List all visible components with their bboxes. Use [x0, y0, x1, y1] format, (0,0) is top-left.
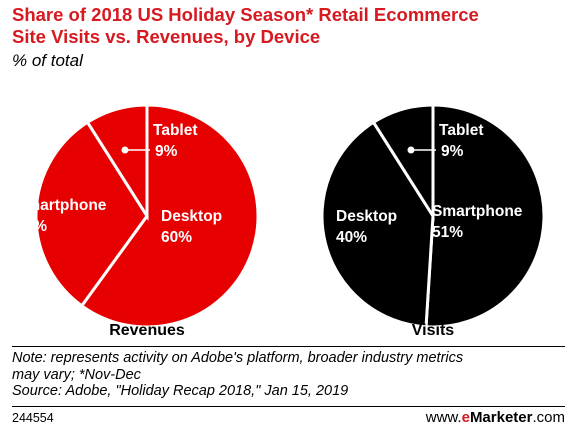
slice-tablet: [371, 103, 435, 222]
slice-value-tablet: 9%: [441, 143, 464, 160]
notes-divider: [12, 346, 565, 347]
chart-title: Share of 2018 US Holiday Season* Retail …: [12, 4, 572, 48]
slice-value-smartphone: 51%: [432, 224, 463, 241]
tablet-leader-dot: [121, 146, 129, 154]
brand-name: Marketer: [469, 409, 533, 426]
note-line-3: Source: Adobe, "Holiday Recap 2018," Jan…: [12, 383, 349, 399]
slice-label-tablet: Tablet: [439, 122, 484, 139]
slice-value-smartphone: 31%: [16, 218, 47, 235]
brand-suffix: .com: [532, 409, 565, 426]
pie-visits: Smartphone 51% Desktop 40% Tablet 9%: [320, 103, 546, 329]
slice-label-smartphone: Smartphone: [16, 197, 107, 214]
chart-title-line-2: Site Visits vs. Revenues, by Device: [12, 26, 321, 47]
footer-divider: [12, 406, 565, 407]
slice-tablet: [85, 103, 149, 222]
emarketer-logo: www.eMarketer.com: [426, 409, 565, 426]
brand-e: e: [461, 409, 470, 426]
revenues-caption: Revenues: [109, 322, 185, 339]
slice-label-desktop: Desktop: [336, 208, 397, 225]
note-line-2: may vary; *Nov-Dec: [12, 366, 141, 383]
slice-smartphone: [34, 120, 149, 308]
slice-smartphone: [424, 103, 546, 329]
slice-label-desktop: Desktop: [161, 208, 222, 225]
pie-charts: Desktop60%Smartphone31%Tablet9%Smartphon…: [16, 103, 546, 329]
brand-prefix: www.: [425, 409, 462, 426]
slice-value-desktop: 60%: [161, 229, 192, 246]
slice-desktop: [79, 103, 260, 329]
slice-label-smartphone: Smartphone: [432, 203, 523, 220]
tablet-leader-dot: [407, 146, 415, 154]
chart-title-line-1: Share of 2018 US Holiday Season* Retail …: [12, 4, 479, 25]
chart-subtitle: % of total: [12, 51, 83, 70]
source-note: Note: represents activity on Adobe's pla…: [12, 350, 567, 400]
visits-caption: Visits: [411, 322, 455, 339]
pie-revenues: Desktop 60% Smartphone 31% Tablet 9%: [16, 103, 260, 329]
chart-id: 244554: [12, 411, 54, 425]
slice-label-tablet: Tablet: [153, 122, 198, 139]
note-line-1: Note: represents activity on Adobe's pla…: [12, 350, 464, 366]
slice-value-desktop: 40%: [336, 229, 367, 246]
slice-value-tablet: 9%: [155, 143, 178, 160]
